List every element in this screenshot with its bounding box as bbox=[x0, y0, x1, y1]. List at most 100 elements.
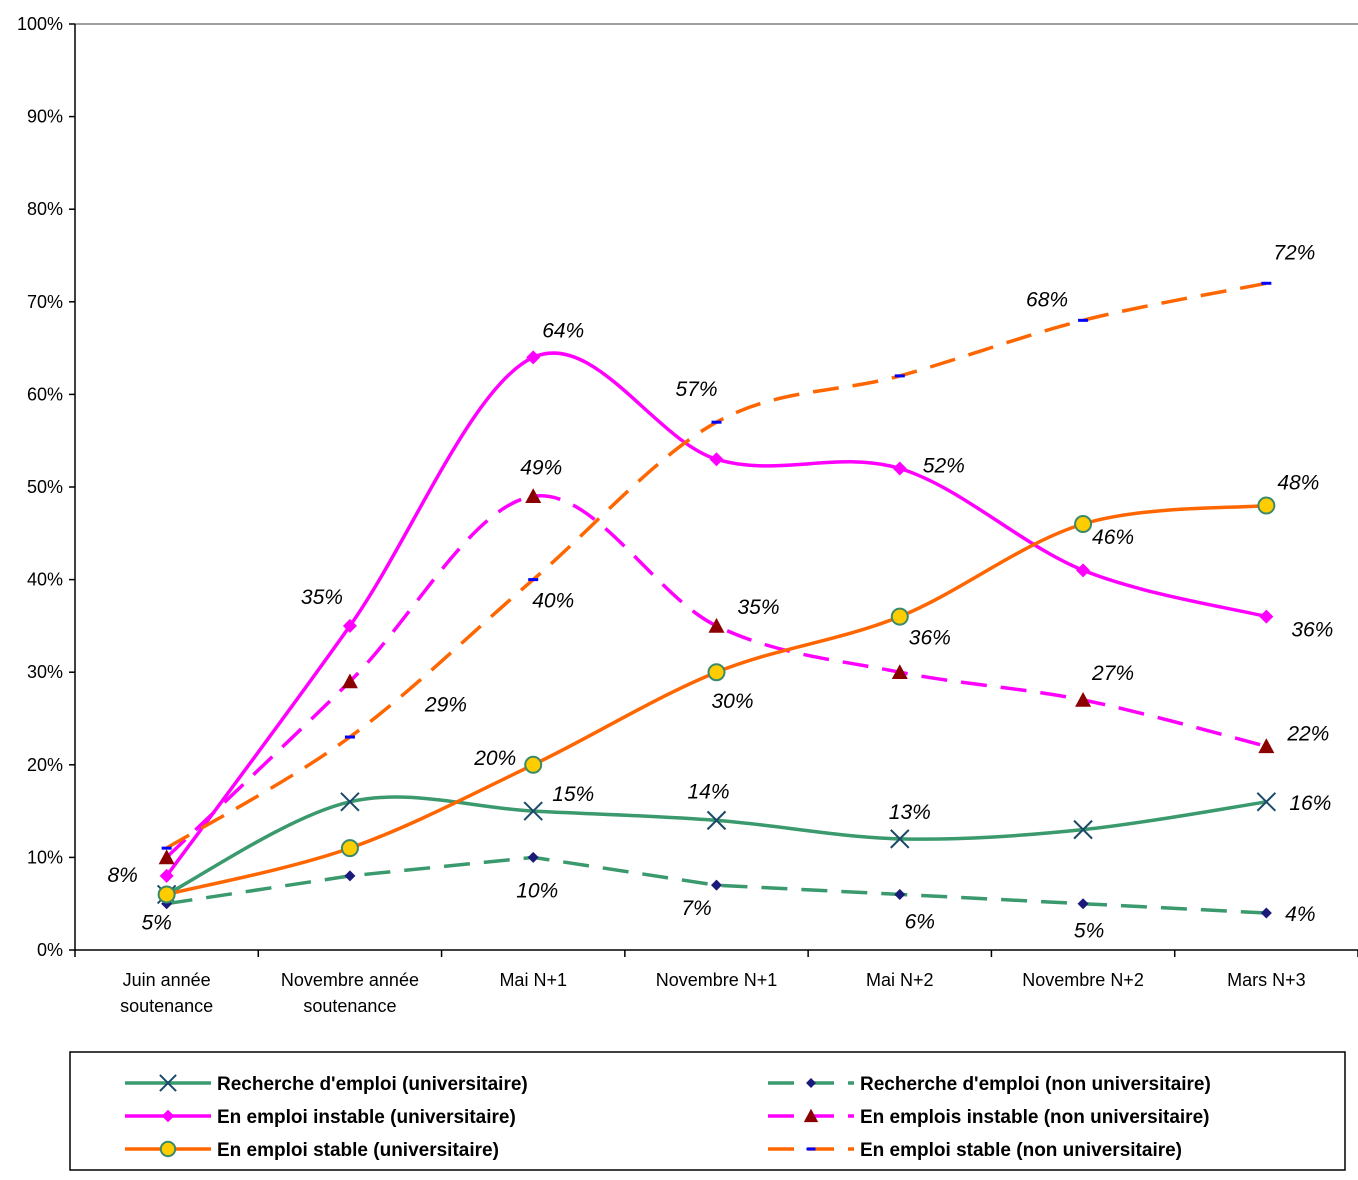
data-point bbox=[890, 829, 910, 849]
data-point bbox=[1075, 691, 1092, 707]
legend-item: En emplois instable (non universitaire) bbox=[768, 1107, 1209, 1128]
x-tick-label: Novembre N+2 bbox=[1022, 970, 1144, 990]
series-line bbox=[165, 281, 1267, 850]
data-label: 16% bbox=[1289, 792, 1331, 815]
data-point bbox=[1074, 515, 1093, 534]
data-point bbox=[342, 618, 357, 633]
data-label: 13% bbox=[889, 801, 931, 824]
y-tick-label: 100% bbox=[17, 14, 63, 34]
y-tick-label: 90% bbox=[27, 107, 63, 127]
data-point bbox=[706, 810, 727, 831]
data-label: 30% bbox=[711, 690, 753, 713]
data-label: 48% bbox=[1277, 472, 1319, 495]
legend-item: Recherche d'emploi (non universitaire) bbox=[768, 1074, 1211, 1095]
data-label: 68% bbox=[1026, 288, 1068, 311]
x-tick-label: Novembre N+1 bbox=[656, 970, 778, 990]
data-point bbox=[1256, 792, 1277, 812]
legend-item: Recherche d'emploi (universitaire) bbox=[125, 1074, 528, 1095]
y-tick-label: 0% bbox=[37, 940, 63, 960]
data-label: 20% bbox=[473, 747, 516, 770]
data-label: 35% bbox=[737, 596, 779, 619]
data-label: 5% bbox=[1074, 920, 1104, 943]
data-point bbox=[523, 801, 543, 821]
data-label: 40% bbox=[532, 590, 574, 613]
data-label: 35% bbox=[301, 586, 343, 609]
data-point bbox=[525, 488, 542, 504]
series-5: 40% 57% 68% 72% bbox=[161, 241, 1315, 850]
data-point bbox=[1260, 907, 1272, 919]
y-tick-label: 10% bbox=[27, 847, 63, 867]
data-point bbox=[709, 452, 724, 467]
legend-swatch-marker bbox=[803, 1108, 819, 1123]
x-tick-label: Mai N+1 bbox=[499, 970, 567, 990]
legend-item: En emploi stable (non universitaire) bbox=[768, 1140, 1182, 1161]
data-point bbox=[341, 673, 358, 689]
legend-box bbox=[69, 1051, 1346, 1171]
legend-label: Recherche d'emploi (non universitaire) bbox=[860, 1074, 1211, 1095]
legend-label: Recherche d'emploi (universitaire) bbox=[217, 1074, 528, 1095]
legend-label: En emplois instable (non universitaire) bbox=[860, 1107, 1209, 1128]
data-point bbox=[1073, 819, 1093, 840]
legend-item: En emploi instable (universitaire) bbox=[125, 1107, 516, 1128]
data-label: 52% bbox=[923, 454, 965, 477]
x-tick-label: Mai N+2 bbox=[866, 970, 934, 990]
data-point bbox=[340, 839, 359, 858]
data-point bbox=[157, 885, 176, 904]
data-point bbox=[524, 755, 543, 774]
data-label: 36% bbox=[909, 627, 951, 650]
data-point bbox=[890, 607, 909, 626]
legend-swatch-marker bbox=[159, 1140, 177, 1158]
series-line bbox=[165, 351, 1267, 877]
data-point bbox=[340, 792, 360, 812]
data-label: 4% bbox=[1285, 903, 1315, 926]
data-label: 8% bbox=[107, 864, 137, 887]
x-tick-label: Novembre année soutenance bbox=[281, 970, 419, 1016]
data-label: 6% bbox=[905, 910, 935, 933]
y-tick-label: 40% bbox=[27, 570, 63, 590]
data-point bbox=[527, 851, 539, 863]
data-point bbox=[1258, 738, 1275, 754]
data-label: 46% bbox=[1092, 526, 1134, 549]
y-tick-label: 60% bbox=[27, 384, 63, 404]
legend-label: En emploi instable (universitaire) bbox=[217, 1107, 516, 1128]
data-point bbox=[158, 849, 175, 865]
legend-label: En emploi stable (non universitaire) bbox=[860, 1140, 1182, 1161]
data-label: 14% bbox=[687, 780, 729, 803]
legend-item: En emploi stable (universitaire) bbox=[125, 1140, 499, 1161]
x-tick-label: Mars N+3 bbox=[1227, 970, 1306, 990]
y-tick-label: 20% bbox=[27, 755, 63, 775]
data-point bbox=[708, 617, 725, 633]
data-point bbox=[1257, 496, 1276, 515]
data-label: 72% bbox=[1273, 241, 1315, 264]
data-point bbox=[892, 461, 907, 476]
data-label: 64% bbox=[542, 319, 584, 342]
x-tick-label: Juin année soutenance bbox=[120, 970, 213, 1016]
data-label: 15% bbox=[552, 783, 594, 806]
data-point bbox=[891, 664, 908, 679]
legend-label: En emploi stable (universitaire) bbox=[217, 1140, 499, 1161]
data-point bbox=[1259, 609, 1274, 624]
data-point bbox=[1077, 898, 1089, 910]
legend-swatch-marker bbox=[159, 1074, 177, 1092]
series-2: 8% 35% 64% 52% 36% bbox=[107, 319, 1333, 887]
data-label: 57% bbox=[675, 378, 717, 401]
data-label: 27% bbox=[1091, 662, 1134, 685]
legend-swatch-marker bbox=[806, 1078, 816, 1088]
legend: Recherche d'emploi (universitaire) Recher… bbox=[69, 1051, 1346, 1171]
data-point bbox=[344, 870, 356, 882]
y-tick-label: 50% bbox=[27, 477, 63, 497]
series-1: 5% 10% 7% 6% 5% 4% bbox=[141, 851, 1316, 943]
data-label: 36% bbox=[1291, 619, 1333, 642]
data-point bbox=[1076, 563, 1091, 578]
data-point bbox=[711, 879, 722, 891]
y-tick-label: 30% bbox=[27, 662, 63, 682]
legend-swatch-marker bbox=[161, 1109, 175, 1123]
data-label: 7% bbox=[681, 897, 711, 920]
series-4: 20% 30% 36% 46% 48% bbox=[157, 472, 1319, 904]
y-tick-label: 70% bbox=[27, 292, 63, 312]
y-tick-label: 80% bbox=[27, 199, 63, 219]
data-label: 49% bbox=[520, 456, 562, 479]
data-label: 22% bbox=[1286, 722, 1329, 745]
